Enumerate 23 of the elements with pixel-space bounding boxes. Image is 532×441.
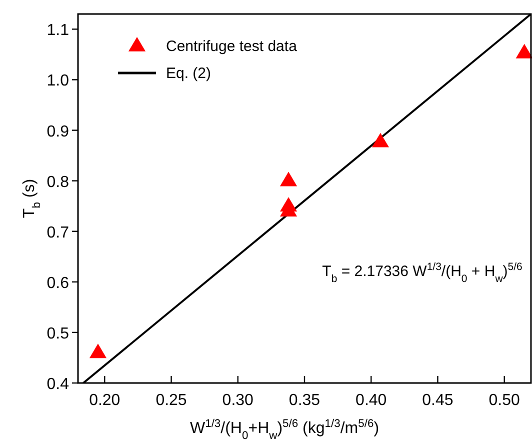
point [89,344,107,358]
point [280,172,298,186]
x-tick-label: 0.40 [356,392,387,409]
x-tick-label: 0.30 [222,392,254,409]
y-tick-label: 0.9 [46,123,70,140]
y-tick-label: 1.0 [46,72,70,90]
y-tick-label: 0.5 [46,325,70,342]
text: W$^{1/3}$/(H$_{0}$+H$_{w}$)$^{5/6}$ (kg$^{1/3}$/m$^{5/6}$) [190,418,380,441]
x-tick-label: 0.45 [422,392,454,409]
text: T$_{b}$ = 2.17336 W$^{1/3}$/(H$_{0}$ + H$_{w}$)$^{5/6}$ [322,260,522,285]
x-tick-label: 0.25 [156,392,187,409]
y-tick-label: 0.6 [46,274,70,292]
y-tick-label: 0.8 [46,174,70,191]
y-tick-label: 0.4 [46,376,70,393]
y-tick-label: 0.7 [46,224,70,242]
x-tick-label: 0.35 [288,392,320,409]
x-tick-label: 0.50 [488,392,520,409]
x-tick-label: 0.20 [89,392,120,409]
point [516,44,532,58]
legend-label: Eq. (2) [166,65,212,82]
legend-label: Centrifuge test data [166,38,298,55]
y-tick-label: 1.1 [46,22,70,40]
point [372,132,389,148]
